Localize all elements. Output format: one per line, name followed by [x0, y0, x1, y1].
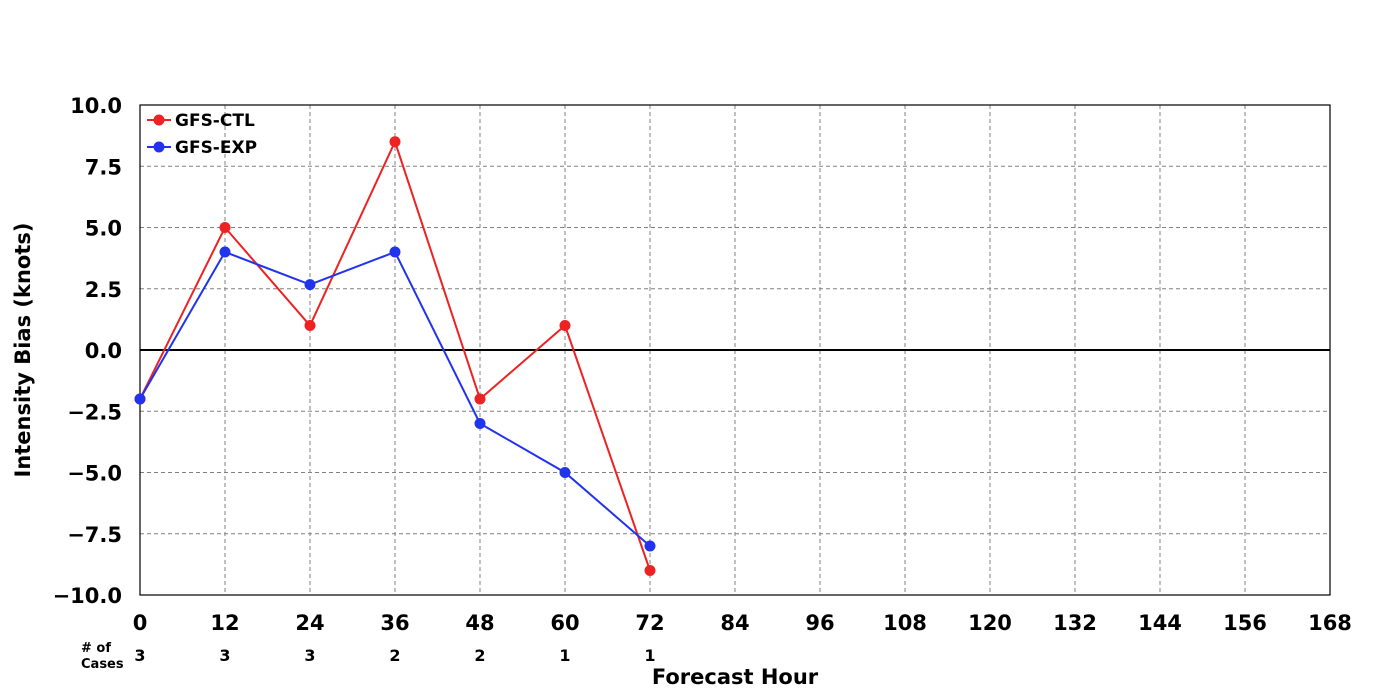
legend-item-gfs-ctl: GFS-CTL	[147, 111, 255, 131]
x-axis-label: Forecast Hour	[652, 665, 819, 689]
x-tick-label: 48	[465, 611, 494, 635]
y-tick-label: −5.0	[67, 462, 122, 486]
x-tick-label: 36	[380, 611, 409, 635]
x-tick-labels: 0 12 24 36 48 60 72 84 96 108 120 132 144 156 168	[133, 611, 1352, 635]
data-point	[644, 540, 656, 552]
x-tick-label: 120	[968, 611, 1012, 635]
cases-label-line2: Cases	[81, 657, 124, 672]
data-point	[389, 136, 401, 148]
y-tick-label: −7.5	[67, 523, 122, 547]
data-point	[559, 467, 571, 478]
legend-label: GFS-CTL	[175, 111, 255, 131]
data-point	[219, 222, 231, 233]
case-count: 2	[474, 646, 485, 665]
cases-label-line1: # of	[81, 641, 111, 656]
x-tick-label: 96	[805, 611, 834, 635]
y-tick-labels: −10.0 −7.5 −5.0 −2.5 0.0 2.5 5.0 7.5 10.0	[53, 94, 122, 608]
x-tick-label: 108	[883, 611, 927, 635]
data-point	[304, 320, 316, 331]
case-count: 1	[559, 646, 570, 665]
y-axis-label: Intensity Bias (knots)	[11, 223, 35, 478]
legend: GFS-CTL GFS-EXP	[147, 111, 257, 158]
legend-label: GFS-EXP	[175, 138, 257, 158]
data-point	[644, 565, 656, 576]
data-point	[134, 393, 146, 405]
y-tick-label: −10.0	[53, 584, 122, 608]
y-tick-label: 7.5	[85, 155, 122, 179]
data-point	[474, 418, 486, 429]
y-tick-label: 2.5	[85, 278, 122, 302]
x-tick-label: 60	[550, 611, 579, 635]
series-gfs-exp	[134, 246, 656, 552]
series-gfs-ctl	[134, 136, 656, 576]
x-tick-label: 12	[210, 611, 239, 635]
x-tick-label: 72	[635, 611, 664, 635]
data-point	[304, 279, 316, 291]
x-tick-label: 168	[1308, 611, 1352, 635]
y-tick-label: 10.0	[70, 94, 122, 118]
x-tick-label: 24	[295, 611, 324, 635]
x-tick-label: 156	[1223, 611, 1267, 635]
data-point	[389, 246, 401, 258]
case-count: 2	[389, 646, 400, 665]
x-tick-label: 144	[1138, 611, 1182, 635]
cases-row: # of Cases 3 3 3 2 2 1 1	[81, 641, 656, 672]
plot-frame	[139, 104, 1331, 596]
case-count: 3	[304, 646, 315, 665]
data-point	[474, 393, 486, 405]
legend-marker	[153, 141, 165, 153]
x-tick-label: 84	[720, 611, 749, 635]
data-point	[219, 246, 231, 258]
legend-marker	[153, 114, 165, 126]
legend-item-gfs-exp: GFS-EXP	[147, 138, 257, 158]
case-count: 1	[644, 646, 655, 665]
x-tick-label: 0	[133, 611, 148, 635]
case-count: 3	[134, 646, 145, 665]
y-tick-label: −2.5	[67, 400, 122, 424]
series-layer	[134, 136, 656, 576]
y-tick-label: 0.0	[85, 339, 122, 363]
y-tick-label: 5.0	[85, 217, 122, 241]
case-count: 3	[219, 646, 230, 665]
x-tick-label: 132	[1053, 611, 1097, 635]
data-point	[559, 320, 571, 331]
